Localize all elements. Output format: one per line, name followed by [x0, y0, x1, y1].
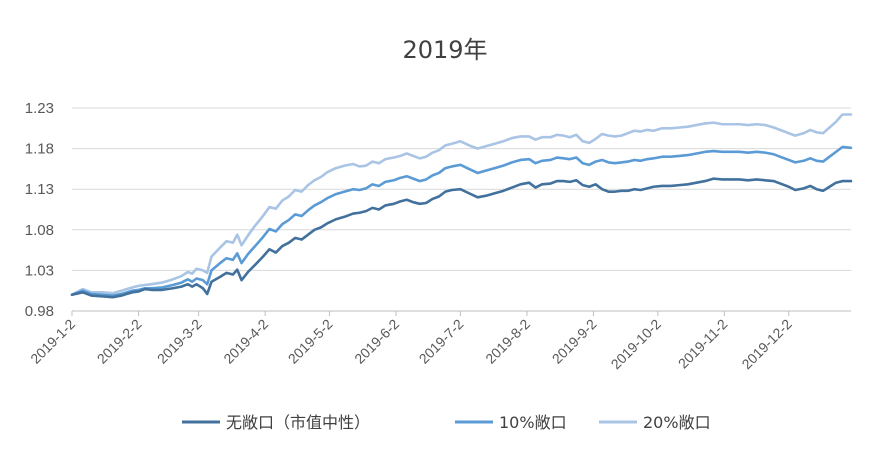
x-tick-label: 2019-1-2 [27, 316, 78, 367]
x-tick-label: 2019-7-2 [416, 316, 467, 367]
series-line-3 [70, 113, 853, 297]
series-layer [70, 113, 853, 299]
x-tick-label: 2019-12-2 [738, 316, 795, 373]
y-tick-label: 1.18 [25, 141, 54, 158]
y-axis: 0.98 1.03 1.08 1.13 1.18 1.23 [25, 100, 54, 320]
legend-label-2: 10%敞口 [499, 413, 567, 432]
x-axis: 2019-1-2 2019-2-2 2019-3-2 2019-4-2 2019-5-2… [27, 311, 795, 372]
series-line-2 [70, 145, 853, 297]
y-tick-label: 0.98 [25, 303, 54, 320]
x-tick-label: 2019-9-2 [549, 316, 600, 367]
x-tick-label: 2019-11-2 [675, 316, 731, 372]
y-tick-label: 1.08 [25, 222, 54, 239]
x-tick-label: 2019-10-2 [608, 316, 665, 373]
legend-label-3: 20%敞口 [643, 413, 711, 432]
y-tick-label: 1.13 [25, 181, 54, 198]
legend: 无敞口（市值中性） 10%敞口 20%敞口 [182, 413, 711, 432]
legend-label-1: 无敞口（市值中性） [226, 413, 370, 432]
chart-title: 2019年 [402, 36, 487, 64]
x-tick-label: 2019-2-2 [94, 316, 145, 367]
series-line-1 [70, 177, 853, 299]
x-tick-label: 2019-3-2 [154, 316, 205, 367]
x-tick-label: 2019-4-2 [220, 316, 271, 367]
x-tick-label: 2019-5-2 [285, 316, 336, 367]
x-tick-label: 2019-6-2 [351, 316, 402, 367]
x-tick-label: 2019-8-2 [482, 316, 533, 367]
y-tick-label: 1.03 [25, 262, 54, 279]
y-tick-label: 1.23 [25, 100, 54, 117]
